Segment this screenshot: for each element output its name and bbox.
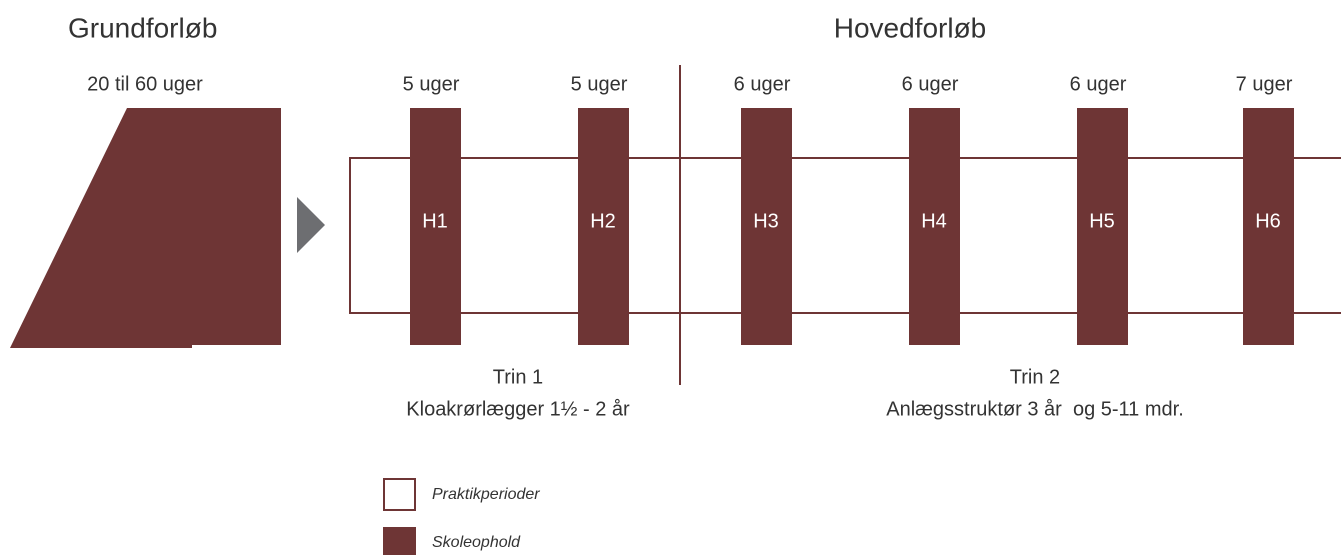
legend-label: Praktikperioder [432,486,540,503]
practice-band [349,157,1341,314]
block-label: H6 [1255,210,1281,232]
block-duration: 7 uger [1236,73,1293,95]
block-label: H3 [753,210,779,232]
block-duration: 5 uger [571,73,628,95]
block-label: H4 [921,210,947,232]
school-block [741,108,792,345]
grund-shape [10,108,281,348]
school-block [1243,108,1294,345]
grund-duration: 20 til 60 uger [87,73,203,95]
stage-name: Trin 1 [493,366,543,388]
block-duration: 5 uger [403,73,460,95]
block-duration: 6 uger [1070,73,1127,95]
block-duration: 6 uger [734,73,791,95]
legend-swatch [383,478,416,511]
school-block [410,108,461,345]
school-block [909,108,960,345]
school-block [578,108,629,345]
right-title: Hovedforløb [834,12,987,43]
arrow [297,197,325,253]
block-label: H5 [1089,210,1115,232]
stage-description: Kloakrørlægger 1½ - 2 år [406,398,630,420]
stage-description: Anlægsstruktør 3 år og 5-11 mdr. [886,398,1184,420]
block-label: H1 [422,210,448,232]
block-label: H2 [590,210,616,232]
legend-swatch [383,527,416,555]
left-title: Grundforløb [68,12,217,43]
school-block [1077,108,1128,345]
legend-label: Skoleophold [432,534,521,551]
block-duration: 6 uger [902,73,959,95]
stage-name: Trin 2 [1010,366,1060,388]
